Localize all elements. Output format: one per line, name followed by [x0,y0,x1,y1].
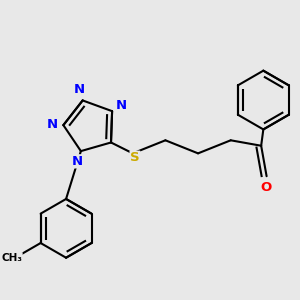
Text: N: N [74,83,85,97]
Text: O: O [260,181,271,194]
Text: N: N [116,99,127,112]
Text: N: N [72,155,83,168]
Text: CH₃: CH₃ [1,253,22,263]
Text: S: S [130,151,140,164]
Text: N: N [47,118,58,131]
